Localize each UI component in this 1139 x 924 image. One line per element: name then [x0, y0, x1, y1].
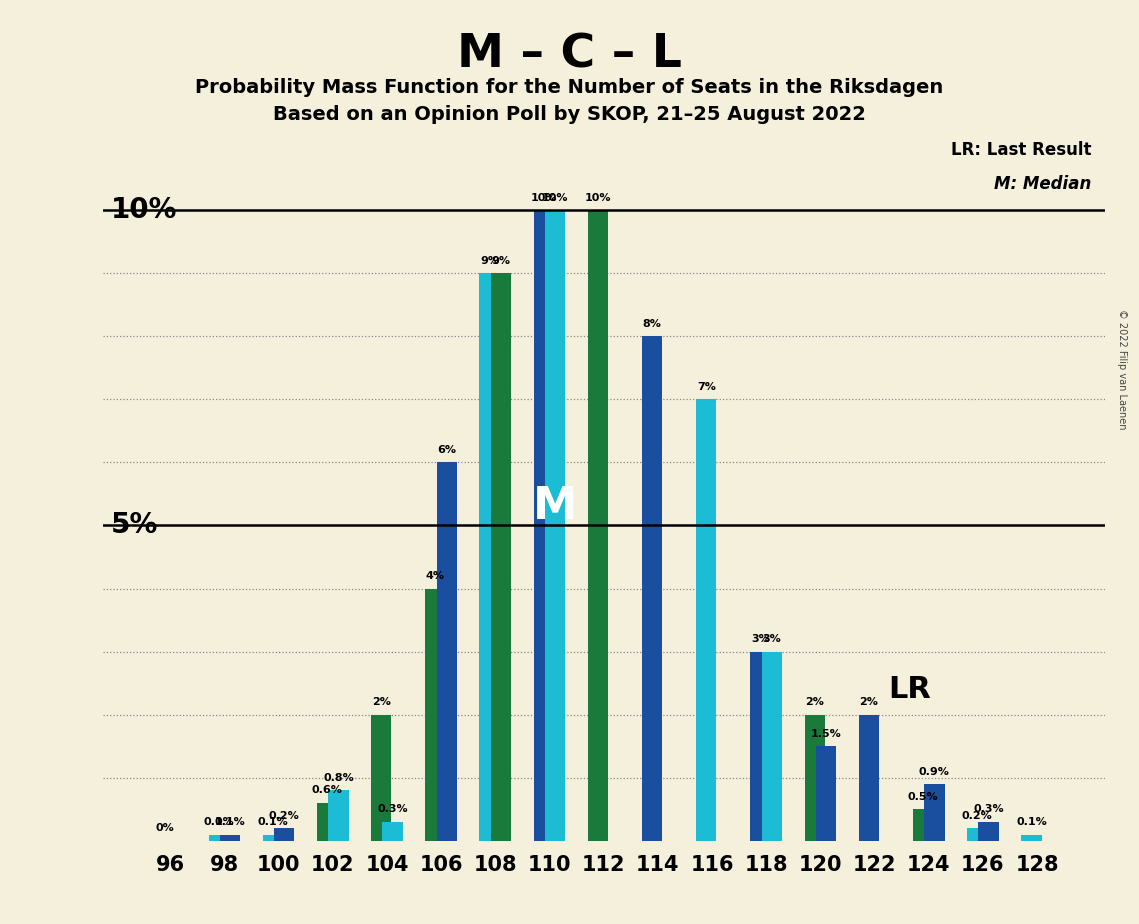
Text: 10%: 10% — [542, 192, 568, 202]
Text: © 2022 Filip van Laenen: © 2022 Filip van Laenen — [1117, 310, 1126, 430]
Bar — [317, 803, 337, 841]
Text: 6%: 6% — [437, 444, 457, 455]
Text: 10%: 10% — [531, 192, 557, 202]
Bar — [274, 828, 295, 841]
Text: M: Median: M: Median — [994, 176, 1091, 193]
Text: 2%: 2% — [805, 697, 825, 707]
Text: 0.1%: 0.1% — [215, 817, 246, 827]
Bar — [804, 714, 825, 841]
Bar — [816, 747, 836, 841]
Bar — [328, 790, 349, 841]
Text: 4%: 4% — [426, 571, 445, 581]
Bar — [425, 589, 445, 841]
Bar — [588, 210, 608, 841]
Bar — [491, 274, 511, 841]
Text: 2%: 2% — [371, 697, 391, 707]
Bar — [480, 274, 500, 841]
Bar — [642, 336, 662, 841]
Bar — [859, 714, 879, 841]
Text: 0.2%: 0.2% — [269, 810, 300, 821]
Bar — [371, 714, 392, 841]
Bar — [924, 784, 944, 841]
Text: 0.9%: 0.9% — [919, 767, 950, 776]
Text: 0.1%: 0.1% — [204, 817, 235, 827]
Text: 7%: 7% — [697, 382, 715, 392]
Bar — [263, 834, 284, 841]
Text: Based on an Opinion Poll by SKOP, 21–25 August 2022: Based on an Opinion Poll by SKOP, 21–25 … — [273, 105, 866, 125]
Bar — [912, 809, 933, 841]
Bar — [751, 651, 771, 841]
Text: M – C – L: M – C – L — [457, 32, 682, 78]
Text: Probability Mass Function for the Number of Seats in the Riksdagen: Probability Mass Function for the Number… — [196, 78, 943, 97]
Text: 9%: 9% — [492, 256, 510, 265]
Text: 0.8%: 0.8% — [323, 772, 354, 783]
Text: 9%: 9% — [481, 256, 499, 265]
Text: 8%: 8% — [642, 319, 662, 329]
Text: 0.3%: 0.3% — [377, 805, 408, 814]
Bar — [1022, 834, 1041, 841]
Text: M: M — [533, 485, 577, 528]
Text: 10%: 10% — [110, 196, 177, 225]
Text: 0.2%: 0.2% — [961, 810, 992, 821]
Text: 3%: 3% — [762, 634, 781, 644]
Bar — [534, 210, 554, 841]
Text: 0.1%: 0.1% — [1016, 817, 1047, 827]
Bar — [436, 462, 457, 841]
Bar — [208, 834, 229, 841]
Text: LR: Last Result: LR: Last Result — [951, 140, 1091, 159]
Text: 0.1%: 0.1% — [257, 817, 288, 827]
Bar — [696, 399, 716, 841]
Text: LR: LR — [888, 675, 932, 704]
Text: 3%: 3% — [751, 634, 770, 644]
Text: 10%: 10% — [584, 192, 612, 202]
Bar — [383, 822, 403, 841]
Bar — [220, 834, 240, 841]
Text: 5%: 5% — [110, 512, 158, 540]
Text: 1.5%: 1.5% — [811, 729, 842, 738]
Text: 0.6%: 0.6% — [312, 785, 343, 796]
Bar — [978, 822, 999, 841]
Bar — [546, 210, 565, 841]
Text: 0.3%: 0.3% — [974, 805, 1003, 814]
Text: 0%: 0% — [155, 823, 174, 833]
Text: 0.5%: 0.5% — [908, 792, 939, 802]
Text: 2%: 2% — [860, 697, 878, 707]
Bar — [967, 828, 988, 841]
Bar — [762, 651, 782, 841]
